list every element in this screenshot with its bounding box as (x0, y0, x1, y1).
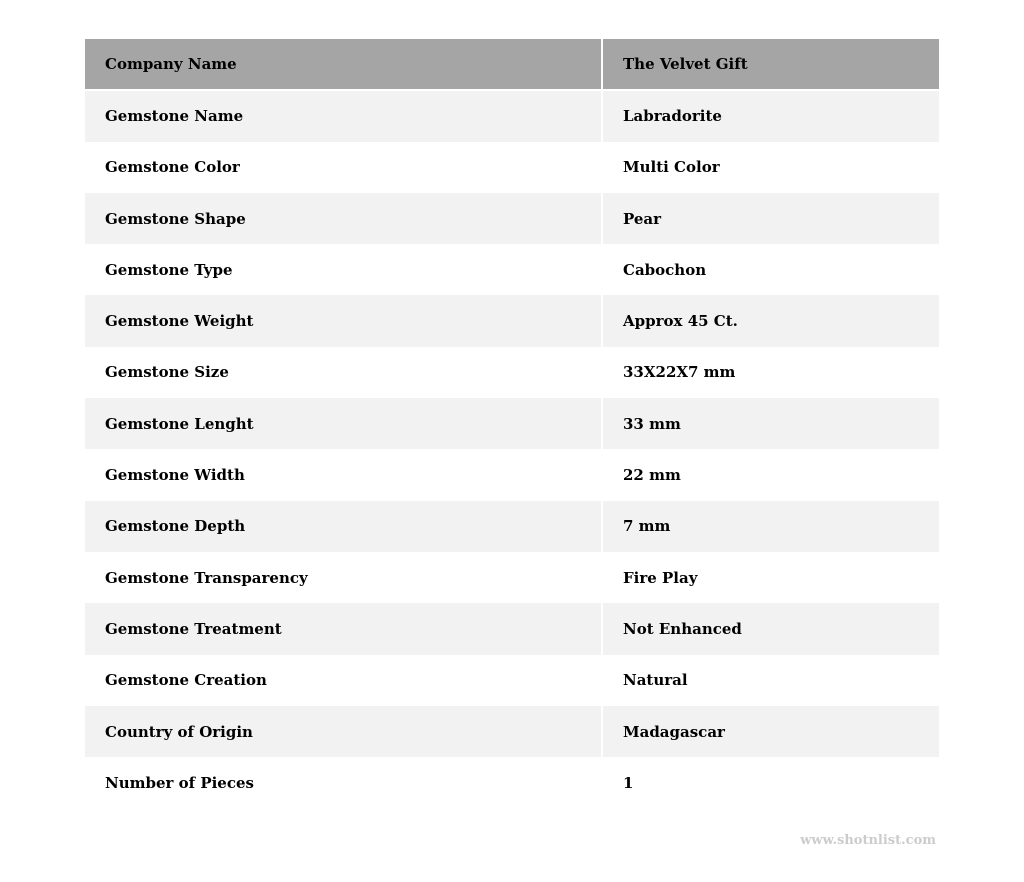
row-key: Gemstone Creation (85, 654, 603, 706)
row-value: Natural (623, 671, 688, 690)
table-row: Gemstone Width 22 mm (85, 449, 939, 501)
row-value: 1 (623, 773, 634, 792)
row-value: Not Enhanced (602, 603, 939, 655)
table-row: Gemstone Lenght 33 mm (85, 398, 939, 450)
row-value: Multi Color (623, 158, 720, 177)
row-value: 33 mm (602, 398, 939, 450)
table-row: Gemstone Transparency Fire Play (85, 551, 939, 604)
row-key: Gemstone Depth (85, 500, 603, 552)
table-row: Gemstone Treatment Not Enhanced (85, 603, 939, 655)
header-key: Company Name (85, 39, 603, 92)
row-key: Gemstone Lenght (85, 398, 603, 450)
table-row: Gemstone Shape Pear (85, 192, 939, 245)
table-row: Country of Origin Madagascar (85, 705, 939, 758)
table-row: Gemstone Color Multi Color (85, 141, 939, 193)
row-value: Pear (602, 192, 939, 245)
row-value: Fire Play (623, 568, 698, 587)
row-key: Number of Pieces (85, 757, 603, 809)
gemstone-spec-table: Company Name The Velvet Gift Gemstone Na… (85, 39, 939, 809)
row-value: Cabochon (623, 260, 707, 279)
table-row: Gemstone Size 33X22X7 mm (85, 346, 939, 399)
row-value: 33X22X7 mm (623, 363, 736, 382)
row-key: Gemstone Treatment (85, 603, 603, 655)
row-value: Madagascar (602, 705, 939, 758)
table-row: Gemstone Name Labradorite (85, 90, 939, 142)
row-value: Labradorite (602, 90, 939, 142)
row-key: Gemstone Name (85, 90, 603, 142)
row-key: Gemstone Transparency (85, 551, 603, 604)
table-header-row: Company Name The Velvet Gift (85, 39, 939, 92)
row-key: Gemstone Type (85, 244, 603, 296)
row-key: Gemstone Color (85, 141, 603, 193)
table-row: Gemstone Creation Natural (85, 654, 939, 706)
row-key: Gemstone Shape (85, 192, 603, 245)
header-value: The Velvet Gift (602, 39, 939, 92)
table-row: Number of Pieces 1 (85, 757, 939, 809)
table-row: Gemstone Weight Approx 45 Ct. (85, 295, 939, 347)
table-row: Gemstone Type Cabochon (85, 244, 939, 296)
row-value: 7 mm (602, 500, 939, 552)
row-key: Gemstone Size (85, 346, 603, 399)
row-key: Gemstone Weight (85, 295, 603, 347)
row-key: Country of Origin (85, 705, 603, 758)
watermark: www.shotnlist.com (800, 833, 936, 848)
row-value: 22 mm (623, 466, 681, 485)
row-key: Gemstone Width (85, 449, 603, 501)
row-value: Approx 45 Ct. (602, 295, 939, 347)
table-row: Gemstone Depth 7 mm (85, 500, 939, 552)
